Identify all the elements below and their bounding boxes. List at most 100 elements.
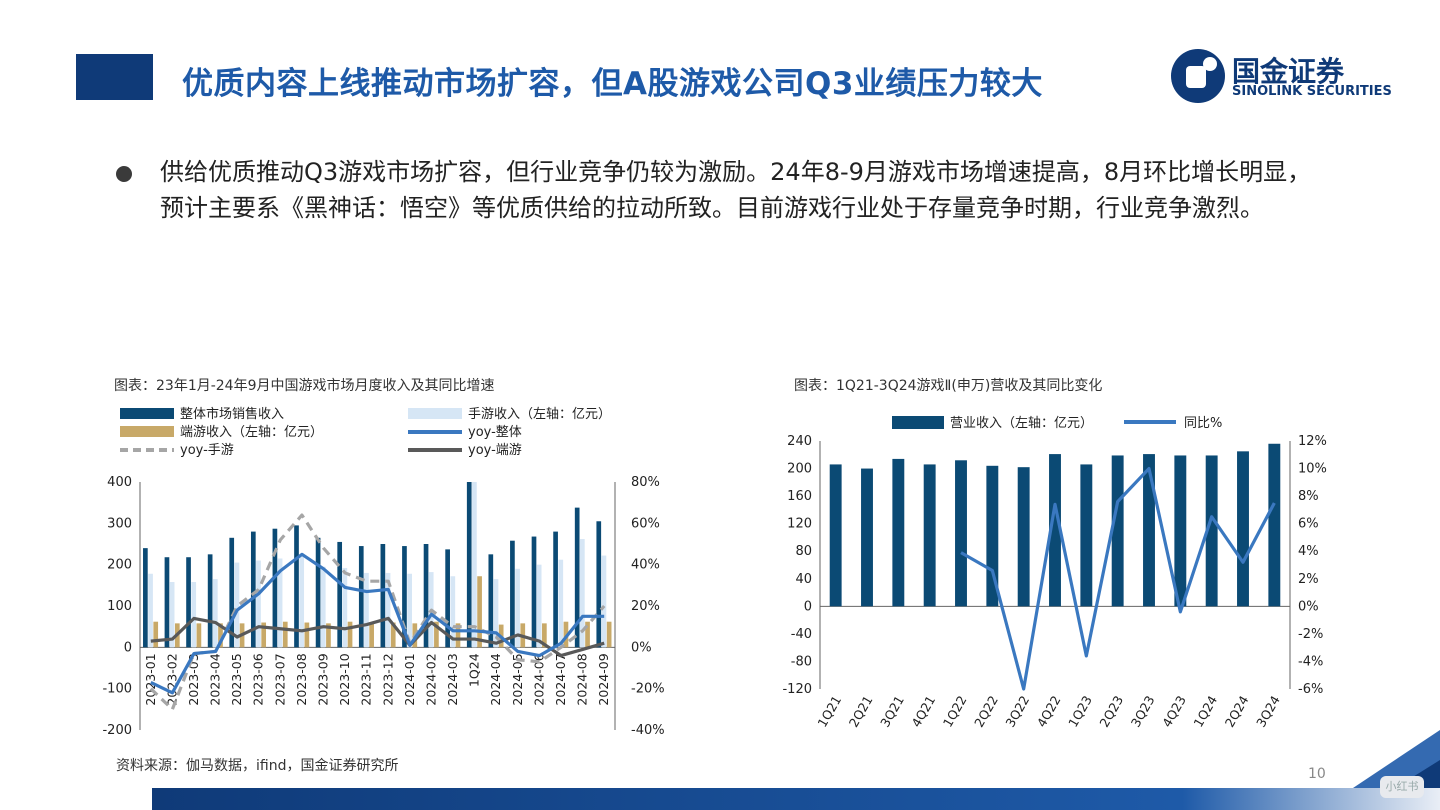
watermark-badge: 小红书 xyxy=(1380,776,1424,798)
chart1-bar xyxy=(515,568,520,648)
chart2-x-tick: 2Q21 xyxy=(846,693,876,730)
chart2-y-tick-left: 40 xyxy=(795,572,812,587)
chart2-x-tick: 2Q22 xyxy=(971,693,1001,730)
chart1-bar xyxy=(261,622,267,648)
chart1-bar xyxy=(272,528,278,648)
chart1-x-tick: 2023-05 xyxy=(229,653,244,705)
chart2-x-tick: 3Q23 xyxy=(1128,693,1158,730)
chart2-y-tick-right: 6% xyxy=(1298,517,1319,532)
chart1-bar xyxy=(606,621,612,648)
chart2-bar xyxy=(923,464,936,607)
chart1-y-tick-left: 0 xyxy=(124,640,132,655)
chart2-bar xyxy=(986,465,999,607)
chart1-bar xyxy=(531,536,537,648)
chart1-bar xyxy=(445,549,450,648)
chart1-y-tick-left: 200 xyxy=(107,558,132,573)
chart2-legend-label: 同比% xyxy=(1184,416,1222,431)
chart1-bar xyxy=(186,557,191,648)
chart1-legend-swatch xyxy=(120,408,174,419)
chart1-x-tick: 2024-03 xyxy=(445,653,460,705)
chart1-legend-swatch xyxy=(408,408,462,419)
chart2-bar xyxy=(1080,464,1093,607)
chart1-bar xyxy=(294,525,299,648)
chart1-legend-label: 端游收入（左轴：亿元） xyxy=(180,425,323,440)
chart1-bar xyxy=(337,541,343,648)
chart1-bar xyxy=(580,539,585,648)
chart1-y-tick-right: 40% xyxy=(631,558,660,573)
chart1-bar xyxy=(234,562,240,648)
chart1-y-tick-left: 300 xyxy=(107,516,132,531)
chart1-bar xyxy=(326,623,331,648)
chart1-legend-label: yoy-端游 xyxy=(468,443,522,458)
chart1-y-tick-left: 100 xyxy=(107,599,132,614)
chart1-x-tick: 2023-07 xyxy=(272,653,287,705)
chart1-legend-label: yoy-整体 xyxy=(468,425,522,440)
chart1-bar xyxy=(250,531,256,648)
chart1-y-tick-right: -40% xyxy=(631,723,665,738)
chart2-x-tick: 2Q24 xyxy=(1222,693,1252,730)
chart1-x-tick: 2023-06 xyxy=(251,653,266,705)
bullet-dot-icon xyxy=(116,166,132,182)
chart2-series-line xyxy=(960,466,1276,691)
chart2-y-tick-right: 12% xyxy=(1298,434,1327,449)
chart1-bar xyxy=(342,567,348,648)
chart1-x-tick: 2024-08 xyxy=(575,653,590,705)
chart1-y-tick-left: -100 xyxy=(102,682,132,697)
chart1-y-tick-right: 80% xyxy=(631,475,660,490)
chart2-x-tick: 4Q23 xyxy=(1159,693,1189,730)
chart2-x-tick: 4Q22 xyxy=(1034,693,1064,730)
chart1-bar xyxy=(434,621,439,648)
chart2-bar xyxy=(955,460,967,607)
chart1-x-tick: 2023-08 xyxy=(294,653,309,705)
chart1-y-tick-left: 400 xyxy=(107,475,132,490)
chart2-y-tick-right: 10% xyxy=(1298,462,1327,477)
chart2-y-tick-left: 0 xyxy=(804,599,812,614)
chart1-bar xyxy=(380,544,386,648)
chart2-x-tick: 3Q24 xyxy=(1253,693,1283,730)
chart2-x-tick: 1Q24 xyxy=(1190,693,1220,730)
chart1-bar xyxy=(574,507,580,648)
title-accent-bar xyxy=(76,54,153,100)
chart2-bar xyxy=(861,468,873,607)
chart1-bar xyxy=(510,540,515,648)
chart2-y-tick-right: -4% xyxy=(1298,654,1323,669)
chart2-y-tick-right: 0% xyxy=(1298,599,1319,614)
chart1-x-tick: 1Q24 xyxy=(467,653,482,687)
bullet-text: 供给优质推动Q3游戏市场扩容，但行业竞争仍较为激励。24年8-9月游戏市场增速提… xyxy=(160,158,1312,222)
chart1-bar xyxy=(585,621,590,648)
chart1-x-tick: 2024-02 xyxy=(423,653,438,705)
company-logo: 国金证券 SINOLINK SECURITIES xyxy=(1170,48,1410,104)
chart1-bar xyxy=(304,622,310,648)
chart2-x-tick: 3Q22 xyxy=(1002,693,1032,730)
chart2-bar xyxy=(1017,467,1030,607)
chart1-bar xyxy=(212,579,218,648)
chart1-bar xyxy=(542,623,547,648)
logo-text-cn: 国金证券 xyxy=(1232,55,1345,88)
chart1-legend-label: yoy-手游 xyxy=(180,443,234,458)
chart1-monthly-revenue: 整体市场销售收入 手游收入（左轴：亿元） 端游收入（左轴：亿元） yoy-整体 yoy-… xyxy=(102,406,665,738)
chart1-bar xyxy=(369,623,374,648)
chart1-bar xyxy=(423,544,429,648)
chart2-title: 图表：1Q21-3Q24游戏Ⅱ(申万)营收及其同比变化 xyxy=(794,378,1103,394)
chart1-bar xyxy=(148,573,153,648)
footer-bar xyxy=(152,788,1440,810)
chart2-y-tick-left: -40 xyxy=(791,627,812,642)
chart1-x-tick: 2023-10 xyxy=(337,653,352,705)
logo-text-en: SINOLINK SECURITIES xyxy=(1232,84,1392,99)
chart1-bar xyxy=(207,554,213,648)
chart1-bar xyxy=(390,622,396,648)
chart1-bar xyxy=(407,573,412,648)
chart1-bar xyxy=(143,548,148,648)
chart1-bar xyxy=(385,572,391,648)
chart2-y-tick-left: 240 xyxy=(787,434,812,449)
chart1-bar xyxy=(153,621,159,648)
chart2-legend-label: 营业收入（左轴：亿元） xyxy=(950,416,1093,431)
chart1-y-tick-right: 60% xyxy=(631,516,660,531)
chart1-bar xyxy=(315,537,321,648)
page-title: 优质内容上线推动市场扩容，但A股游戏公司Q3业绩压力较大 xyxy=(182,66,1043,102)
chart1-x-tick: 2024-09 xyxy=(596,653,611,705)
chart1-x-tick: 2023-02 xyxy=(164,653,179,705)
source-note: 资料来源：伽马数据，ifind，国金证券研究所 xyxy=(116,758,399,774)
chart1-x-tick: 2023-04 xyxy=(208,653,223,705)
chart1-y-tick-right: 20% xyxy=(631,599,660,614)
